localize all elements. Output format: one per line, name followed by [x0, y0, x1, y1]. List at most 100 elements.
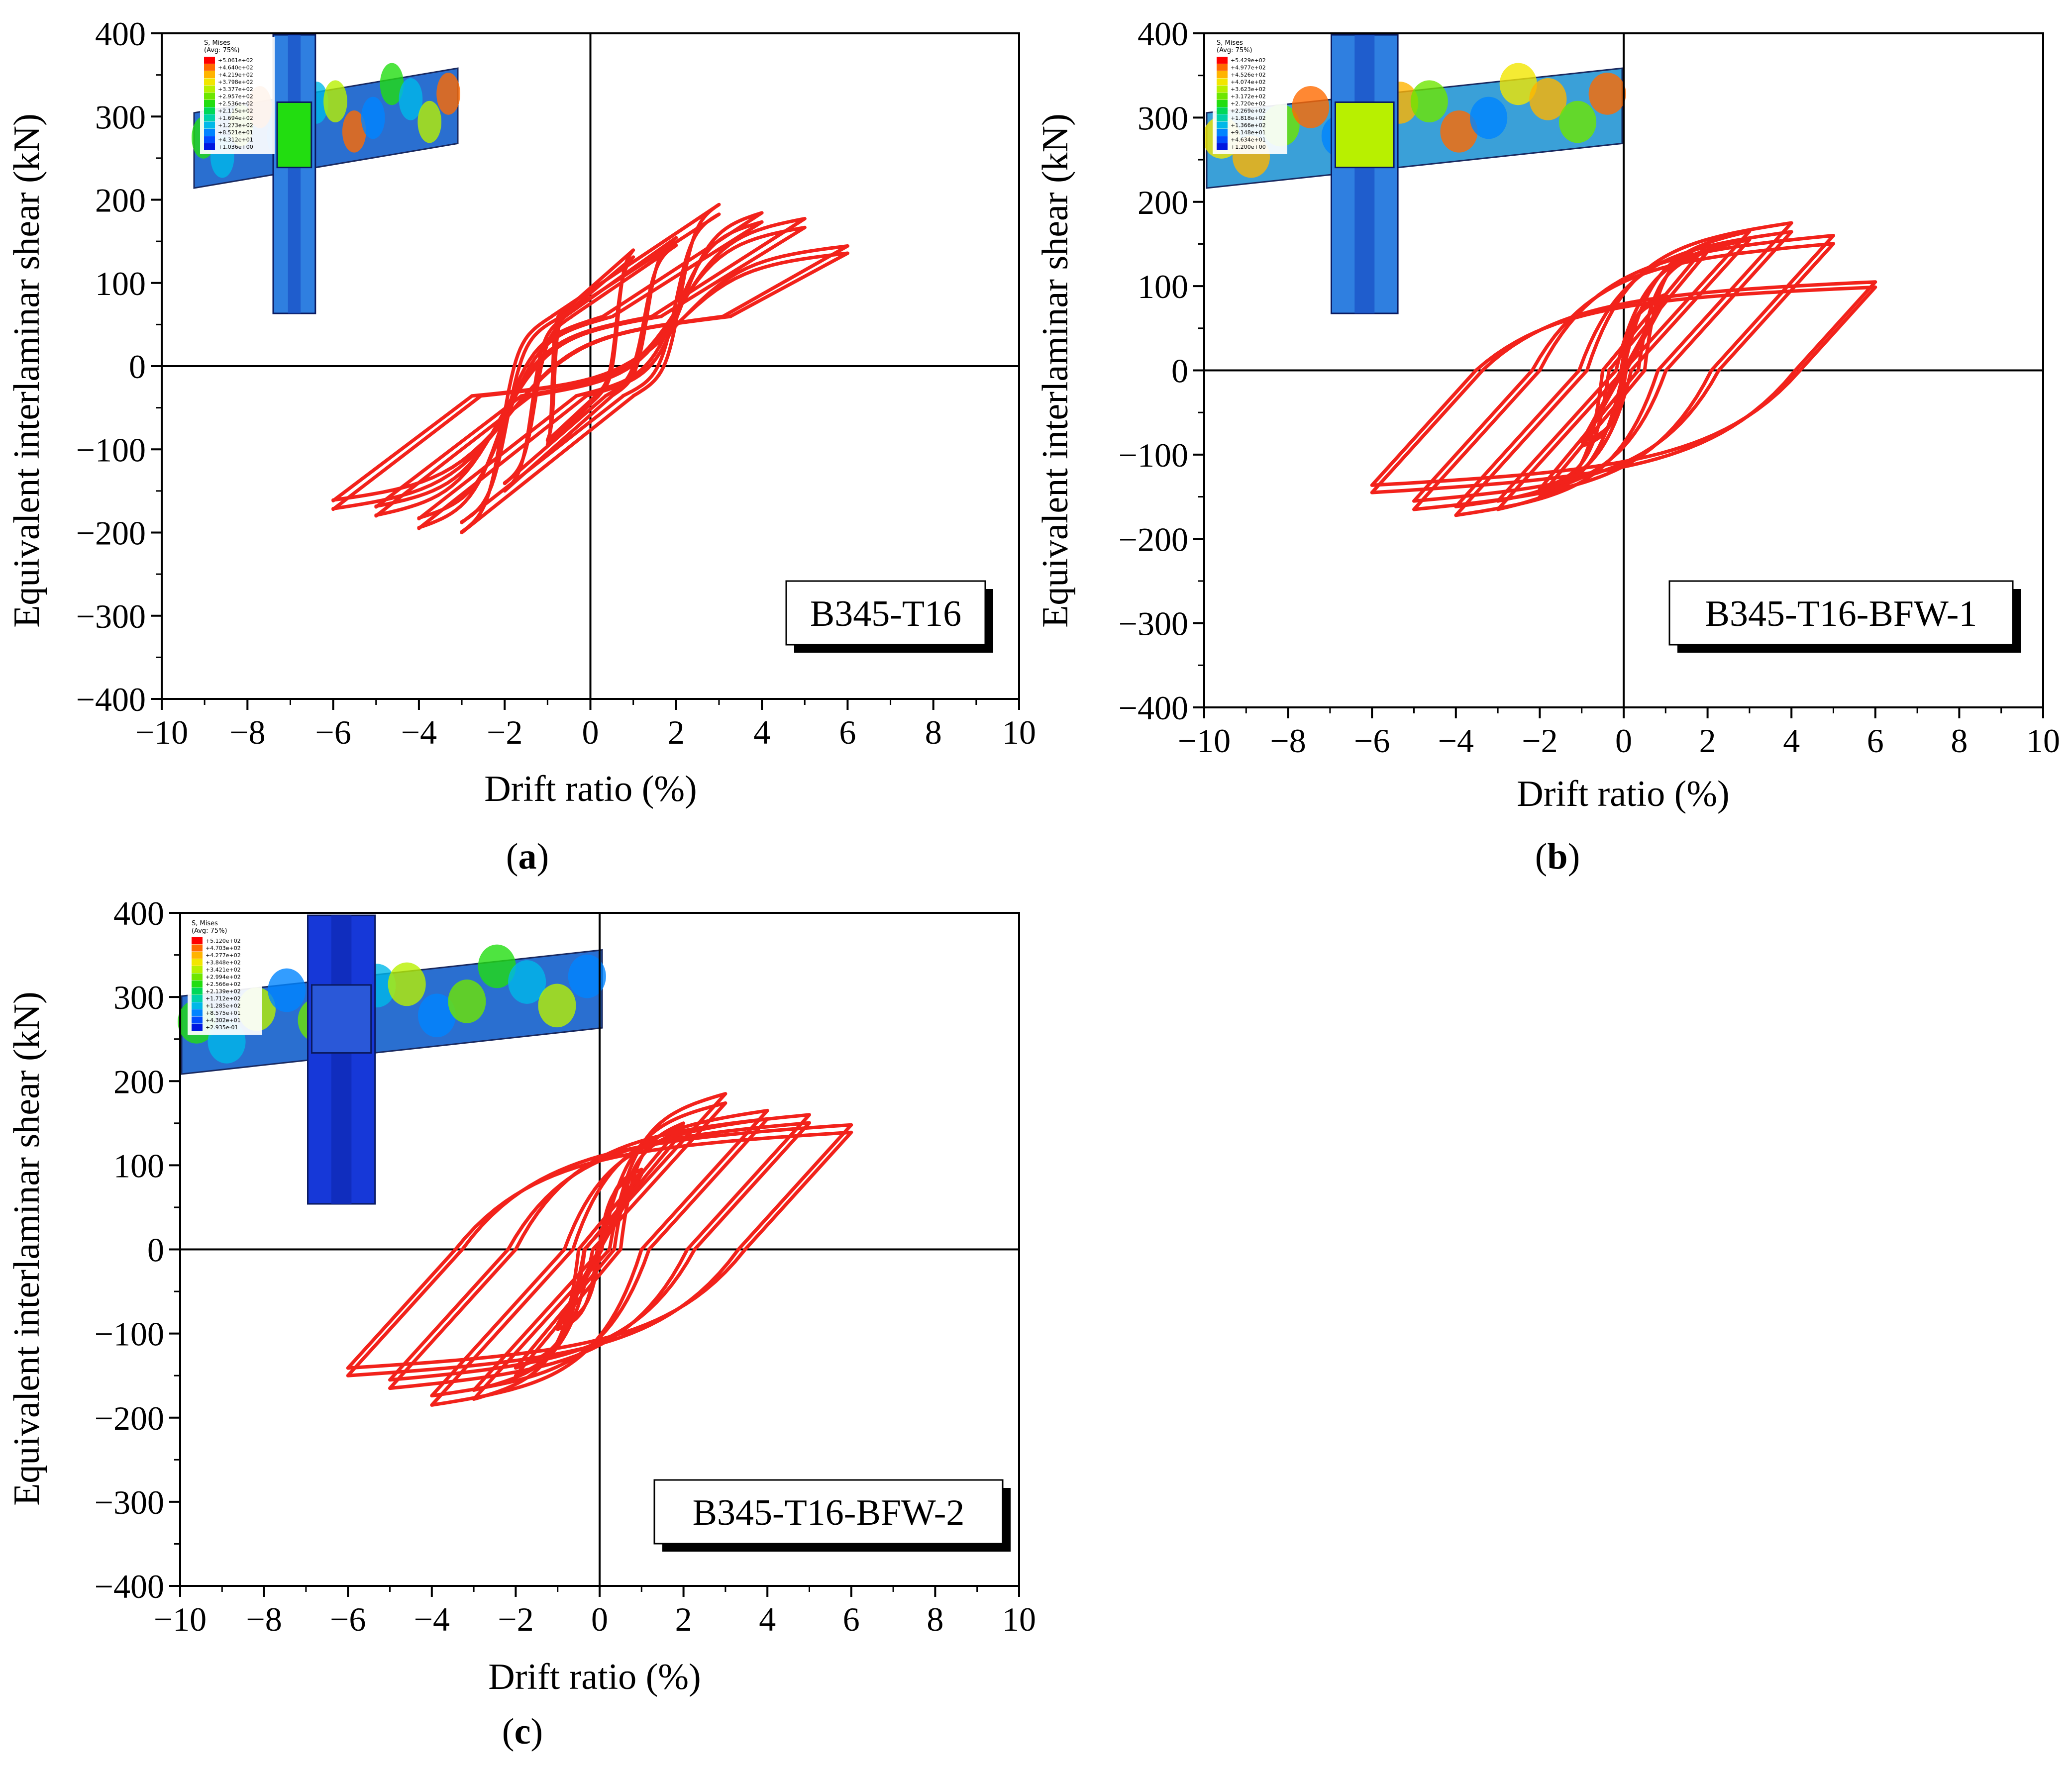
fe-legend-value: +1.200e+00	[1231, 144, 1266, 150]
fe-legend-value: +2.115e+02	[218, 108, 253, 114]
specimen-label: B345-T16-BFW-1	[1705, 593, 1977, 634]
x-tick-label: 2	[675, 1600, 692, 1638]
fe-legend-swatch	[1217, 114, 1228, 121]
hysteresis-loop	[430, 1108, 769, 1407]
y-tick-label: 100	[1138, 268, 1188, 305]
x-tick-label: −2	[487, 713, 522, 751]
x-tick-label: −10	[1178, 722, 1231, 760]
fe-stress-patch	[1410, 80, 1448, 123]
fe-legend-swatch	[1217, 107, 1228, 114]
y-tick-label: 400	[95, 15, 146, 53]
fe-legend-value: +3.798e+02	[218, 79, 253, 86]
x-tick-label: 8	[927, 1600, 943, 1638]
x-tick-label: −4	[414, 1600, 450, 1638]
x-tick-label: 4	[753, 713, 770, 751]
x-tick-label: −10	[135, 713, 188, 751]
hysteresis-loop-repeat	[460, 212, 721, 524]
fe-legend-value: +4.277e+02	[206, 952, 241, 959]
fe-legend-value: +5.120e+02	[206, 938, 241, 944]
fe-legend-value: +2.720e+02	[1231, 100, 1266, 107]
fe-legend-value: +2.994e+02	[206, 974, 241, 981]
fe-legend-swatch	[192, 995, 203, 1002]
fe-stress-patch	[342, 110, 366, 153]
hysteresis-loop-repeat	[417, 220, 764, 521]
x-tick-label: −2	[498, 1600, 533, 1638]
fe-legend-value: +5.429e+02	[1231, 57, 1266, 64]
y-tick-label: 400	[1138, 15, 1188, 53]
fe-legend-swatch	[1217, 71, 1228, 78]
fe-legend-swatch	[1217, 129, 1228, 136]
fe-stress-patch	[1588, 73, 1626, 115]
x-tick-label: 2	[668, 713, 685, 751]
fe-stress-patch	[380, 63, 404, 105]
fe-legend-swatch	[1217, 78, 1228, 86]
fe-legend-swatch	[192, 981, 203, 987]
panel-b: S, Mises(Avg: 75%)+5.429e+02+4.977e+02+4…	[1035, 15, 2060, 877]
fe-legend-value: +3.421e+02	[206, 967, 241, 973]
x-tick-label: 10	[1002, 713, 1036, 751]
x-tick-label: 8	[1951, 722, 1968, 760]
y-tick-label: −100	[95, 1315, 164, 1353]
y-tick-label: 200	[113, 1063, 164, 1100]
x-tick-label: 6	[1867, 722, 1884, 760]
panel-c: S, Mises(Avg: 75%) +5.120e+02+4.703e+02+4…	[6, 894, 1036, 1752]
fe-column-web	[288, 35, 301, 313]
fe-model-inset: S, Mises(Avg: 75%) +5.120e+02+4.703e+02+4…	[178, 914, 606, 1205]
x-tick-label: −8	[229, 713, 265, 751]
fe-legend-swatch	[204, 121, 215, 129]
fe-legend-swatch	[204, 57, 215, 64]
fe-legend-swatch	[204, 93, 215, 100]
subfigure-label: (a)	[506, 836, 549, 877]
x-tick-label: 6	[839, 713, 856, 751]
fe-legend-swatch	[204, 129, 215, 136]
x-tick-label: 4	[1783, 722, 1800, 760]
y-tick-label: −400	[95, 1568, 164, 1605]
label-box	[653, 1479, 1004, 1545]
fe-legend-value: +3.848e+02	[206, 960, 241, 966]
x-tick-label: −6	[1354, 722, 1390, 760]
fe-legend-value: +1.366e+02	[1231, 122, 1266, 129]
x-tick-label: −4	[1438, 722, 1474, 760]
fe-legend-swatch	[204, 71, 215, 78]
fe-legend-value: +4.074e+02	[1231, 79, 1266, 86]
y-tick-label: 0	[1171, 352, 1188, 390]
hysteresis-loop	[1370, 280, 1877, 494]
fe-legend-swatch	[192, 987, 203, 995]
x-tick-label: −6	[330, 1600, 366, 1638]
fe-legend-value: +2.139e+02	[206, 988, 241, 995]
fe-stress-patch	[323, 80, 347, 123]
fe-column-web	[331, 915, 352, 1204]
fe-legend-subtitle: (Avg: 75%)	[192, 927, 227, 935]
fe-model-inset: S, Mises(Avg: 75%)+5.061e+02+4.640e+02+4…	[192, 34, 460, 314]
fe-legend-swatch	[192, 1024, 203, 1031]
x-tick-label: −4	[401, 713, 437, 751]
x-tick-label: −8	[1270, 722, 1306, 760]
fe-legend-value: +4.703e+02	[206, 945, 241, 952]
fe-legend-swatch	[192, 952, 203, 959]
fe-legend-swatch	[1217, 100, 1228, 107]
x-tick-label: 6	[843, 1600, 860, 1638]
fe-legend-swatch	[1217, 57, 1228, 64]
fe-legend-value: +2.269e+02	[1231, 108, 1266, 114]
x-tick-label: 0	[582, 713, 599, 751]
fe-legend-value: +1.273e+02	[218, 122, 253, 129]
y-tick-label: 0	[147, 1231, 164, 1269]
fe-stress-patch	[1499, 63, 1537, 105]
hysteresis-loop-repeat	[1370, 285, 1877, 487]
fe-legend-swatch	[192, 944, 203, 952]
y-tick-label: −400	[1119, 689, 1188, 727]
x-tick-label: 0	[591, 1600, 608, 1638]
hysteresis-series	[346, 1092, 853, 1407]
y-tick-label: 300	[1138, 99, 1188, 137]
fe-panel-zone	[311, 984, 372, 1054]
fe-panel-zone	[1335, 101, 1395, 169]
fe-legend-swatch	[204, 143, 215, 150]
hysteresis-series	[1370, 221, 1877, 517]
subfigure-label: (b)	[1535, 836, 1580, 877]
fe-stress-patch	[478, 944, 516, 988]
x-tick-label: −6	[315, 713, 351, 751]
fe-legend-title: S, Mises	[192, 920, 218, 927]
fe-stress-patch	[268, 968, 306, 1012]
fe-panel-zone	[276, 101, 312, 169]
fe-legend-value: +3.377e+02	[218, 86, 253, 93]
